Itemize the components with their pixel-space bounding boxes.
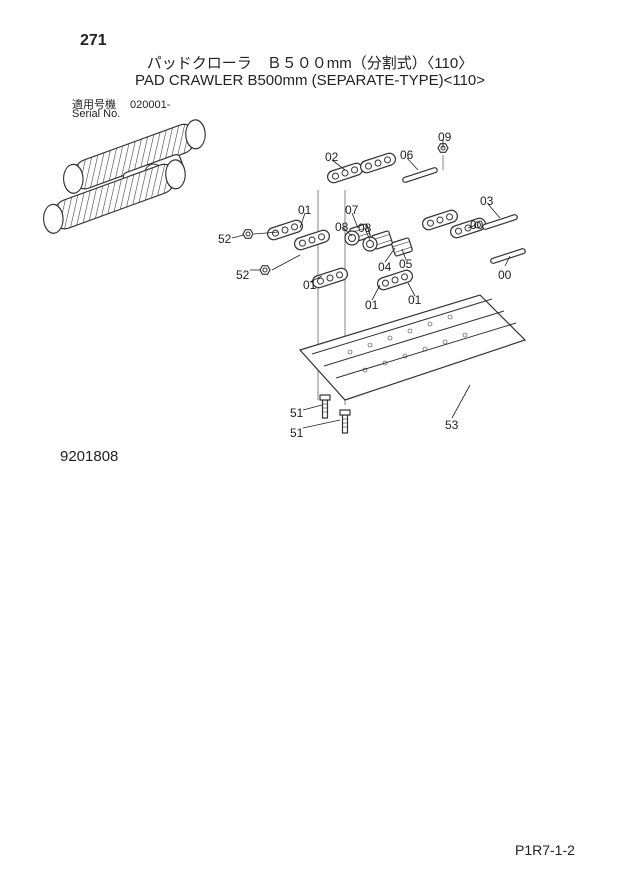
callout-c04: 04 bbox=[378, 260, 391, 274]
exploded-view bbox=[232, 140, 526, 433]
assembly-view bbox=[41, 117, 207, 236]
callout-c08b: 08 bbox=[358, 221, 371, 235]
callout-c52b: 52 bbox=[236, 268, 249, 282]
callout-c00a: 00 bbox=[470, 218, 483, 232]
callout-c09: 09 bbox=[438, 130, 451, 144]
callout-c00b: 00 bbox=[498, 268, 511, 282]
callout-c02: 02 bbox=[325, 150, 338, 164]
callout-c01c: 01 bbox=[365, 298, 378, 312]
technical-diagram bbox=[0, 0, 620, 500]
callout-c01a: 01 bbox=[298, 203, 311, 217]
callout-c51b: 51 bbox=[290, 426, 303, 440]
callout-c52a: 52 bbox=[218, 232, 231, 246]
callout-c51a: 51 bbox=[290, 406, 303, 420]
callout-c06: 06 bbox=[400, 148, 413, 162]
callout-c03: 03 bbox=[480, 194, 493, 208]
callout-c01d: 01 bbox=[408, 293, 421, 307]
callout-c01b: 01 bbox=[303, 278, 316, 292]
callout-c53: 53 bbox=[445, 418, 458, 432]
footer-code: P1R7-1-2 bbox=[515, 842, 575, 858]
callout-c07: 07 bbox=[345, 203, 358, 217]
callout-c08a: 08 bbox=[335, 220, 348, 234]
callout-c05: 05 bbox=[399, 257, 412, 271]
